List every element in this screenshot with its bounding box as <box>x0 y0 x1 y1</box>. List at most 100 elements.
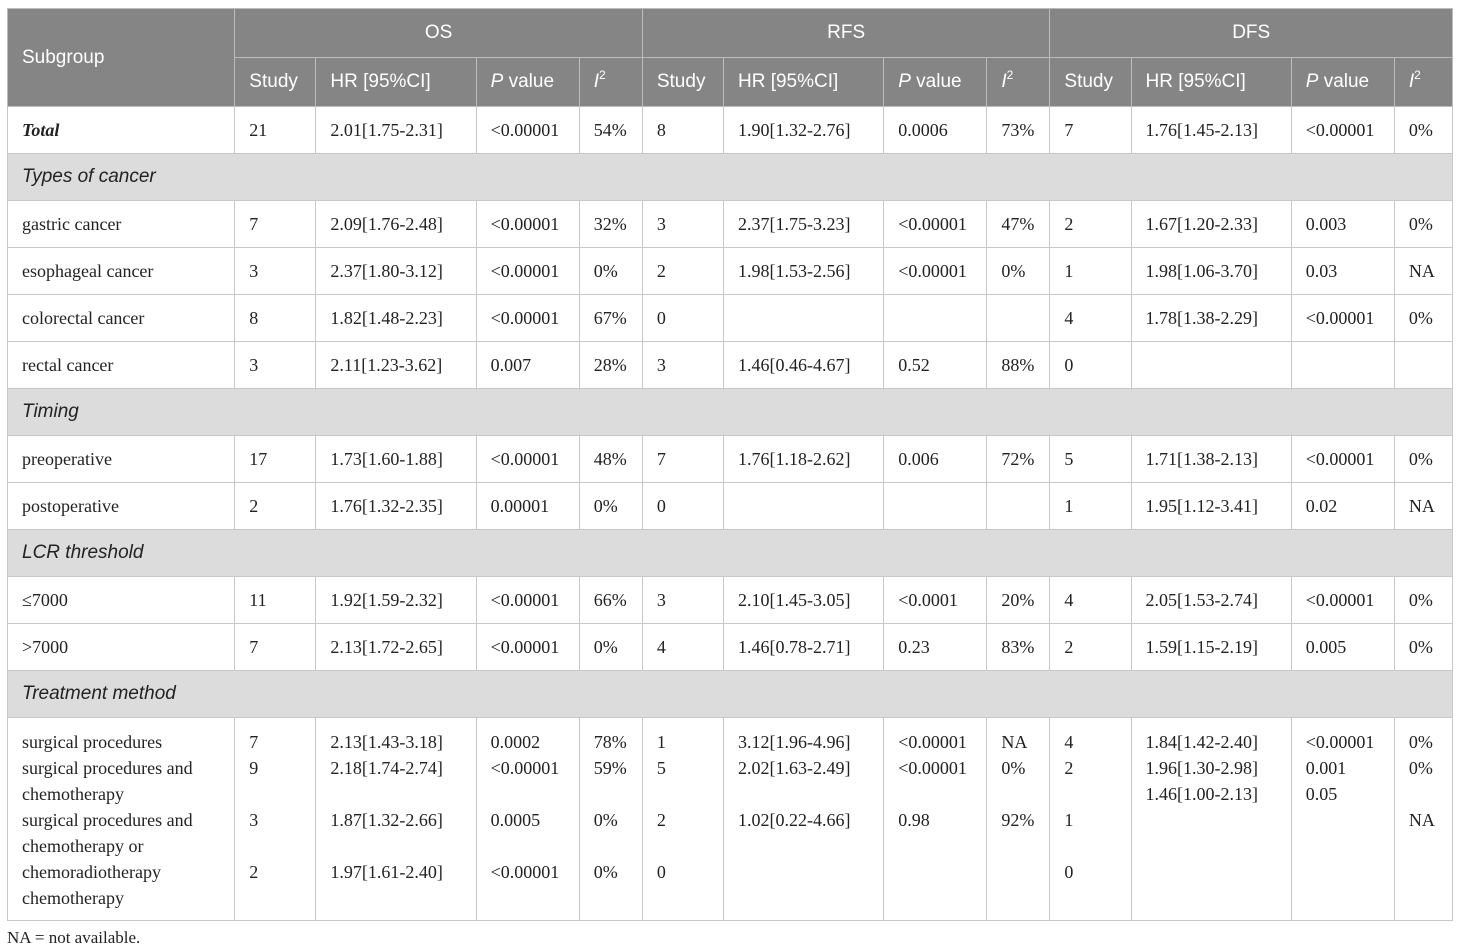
section-row-cancer-types: Types of cancer <box>7 153 1453 201</box>
dfs-p: <0.00001 <box>1290 435 1395 483</box>
os-p: <0.00001 <box>475 435 580 483</box>
dfs-i2: 0% <box>1393 576 1454 624</box>
os-i2: 0% <box>578 247 643 295</box>
os-hr: 2.09[1.76-2.48] <box>315 200 477 248</box>
rfs-hr: 1.90[1.32-2.76] <box>722 106 885 154</box>
section-label: Treatment method <box>7 670 1453 718</box>
os-p: <0.00001 <box>475 106 580 154</box>
os-study: 3 <box>234 341 317 389</box>
os-study-header: Study <box>234 57 317 107</box>
dfs-p: <0.00001 <box>1290 294 1395 342</box>
rfs-study: 4 <box>641 623 724 671</box>
os-i2: 0% <box>578 623 643 671</box>
section-label: LCR threshold <box>7 529 1453 577</box>
results-table-container: Subgroup OS RFS DFS Study HR [95%CI] P v… <box>6 8 1454 921</box>
dfs-p: 0.03 <box>1290 247 1395 295</box>
dfs-i2: 0% 0% NA <box>1393 717 1454 921</box>
dfs-study: 2 <box>1049 200 1132 248</box>
rfs-i2: 20% <box>986 576 1051 624</box>
os-i2: 0% <box>578 482 643 530</box>
dfs-hr: 1.95[1.12-3.41] <box>1130 482 1292 530</box>
section-label: Types of cancer <box>7 153 1453 201</box>
os-i2: 66% <box>578 576 643 624</box>
table-row-postoperative: postoperative 2 1.76[1.32-2.35] 0.00001 … <box>6 482 1454 530</box>
rfs-p: 0.52 <box>883 341 988 389</box>
rfs-study: 7 <box>641 435 724 483</box>
rfs-i2: 72% <box>986 435 1051 483</box>
rfs-hr: 2.10[1.45-3.05] <box>722 576 885 624</box>
dfs-study: 2 <box>1049 623 1132 671</box>
os-study: 7 <box>234 200 317 248</box>
rfs-p <box>883 482 988 530</box>
os-study: 11 <box>234 576 317 624</box>
rfs-i2 <box>986 294 1051 342</box>
dfs-hr: 1.76[1.45-2.13] <box>1130 106 1292 154</box>
os-study: 7 <box>234 623 317 671</box>
rfs-hr: 2.37[1.75-3.23] <box>722 200 885 248</box>
rfs-study: 3 <box>641 200 724 248</box>
rfs-hr: 1.76[1.18-2.62] <box>722 435 885 483</box>
dfs-i2-header: I2 <box>1393 57 1454 107</box>
os-study: 2 <box>234 482 317 530</box>
os-study: 21 <box>234 106 317 154</box>
section-row-timing: Timing <box>7 388 1453 436</box>
rfs-hr <box>722 482 885 530</box>
table-footnote: NA = not available. <box>7 928 141 947</box>
dfs-i2: 0% <box>1393 106 1454 154</box>
dfs-study: 1 <box>1049 247 1132 295</box>
rfs-i2 <box>986 482 1051 530</box>
dfs-hr-header: HR [95%CI] <box>1130 57 1292 107</box>
row-label: ≤7000 <box>6 576 236 624</box>
header-row-columns: Study HR [95%CI] P value I2 Study HR [95… <box>8 57 1454 107</box>
os-p-header: P value <box>475 57 580 107</box>
dfs-p: 0.005 <box>1290 623 1395 671</box>
table-row-preoperative: preoperative 17 1.73[1.60-1.88] <0.00001… <box>6 435 1454 483</box>
table-row-le7000: ≤7000 11 1.92[1.59-2.32] <0.00001 66% 3 … <box>6 576 1454 624</box>
dfs-i2: 0% <box>1393 623 1454 671</box>
os-i2: 28% <box>578 341 643 389</box>
dfs-hr: 1.78[1.38-2.29] <box>1130 294 1292 342</box>
dfs-study: 0 <box>1049 341 1132 389</box>
os-hr: 2.11[1.23-3.62] <box>315 341 477 389</box>
section-label: Timing <box>7 388 1453 436</box>
dfs-i2: 0% <box>1393 200 1454 248</box>
os-hr: 2.37[1.80-3.12] <box>315 247 477 295</box>
dfs-hr <box>1130 341 1292 389</box>
os-study: 17 <box>234 435 317 483</box>
rfs-i2-header: I2 <box>986 57 1051 107</box>
row-label: surgical procedures surgical procedures … <box>6 717 236 921</box>
rfs-study: 0 <box>641 482 724 530</box>
dfs-hr: 2.05[1.53-2.74] <box>1130 576 1292 624</box>
os-i2: 48% <box>578 435 643 483</box>
dfs-p: 0.02 <box>1290 482 1395 530</box>
os-i2: 67% <box>578 294 643 342</box>
dfs-p: 0.003 <box>1290 200 1395 248</box>
os-group-header: OS <box>234 8 643 58</box>
dfs-p-header: P value <box>1290 57 1395 107</box>
dfs-study: 5 <box>1049 435 1132 483</box>
header-row-groups: Subgroup OS RFS DFS <box>6 8 1453 107</box>
rfs-study: 2 <box>641 247 724 295</box>
os-p: 0.0002 <0.00001 0.0005 <0.00001 <box>475 717 580 921</box>
table-row-colorectal: colorectal cancer 8 1.82[1.48-2.23] <0.0… <box>6 294 1454 342</box>
table-row-gastric: gastric cancer 7 2.09[1.76-2.48] <0.0000… <box>6 200 1454 248</box>
dfs-study: 4 <box>1049 294 1132 342</box>
os-i2: 54% <box>578 106 643 154</box>
dfs-hr: 1.98[1.06-3.70] <box>1130 247 1292 295</box>
dfs-study: 7 <box>1049 106 1132 154</box>
rfs-study: 8 <box>641 106 724 154</box>
os-study: 3 <box>234 247 317 295</box>
dfs-i2 <box>1393 341 1454 389</box>
rfs-group-header: RFS <box>641 8 1051 58</box>
table-row-esophageal: esophageal cancer 3 2.37[1.80-3.12] <0.0… <box>6 247 1454 295</box>
rfs-p: 0.006 <box>883 435 988 483</box>
rfs-i2: NA 0% 92% <box>986 717 1051 921</box>
rfs-p: <0.00001 <box>883 200 988 248</box>
rfs-p-header: P value <box>883 57 988 107</box>
os-study: 8 <box>234 294 317 342</box>
subgroup-analysis-table: Subgroup OS RFS DFS Study HR [95%CI] P v… <box>6 8 1454 921</box>
os-hr: 2.01[1.75-2.31] <box>315 106 477 154</box>
table-row-rectal: rectal cancer 3 2.11[1.23-3.62] 0.007 28… <box>6 341 1454 389</box>
os-i2-header: I2 <box>578 57 643 107</box>
os-p: <0.00001 <box>475 623 580 671</box>
